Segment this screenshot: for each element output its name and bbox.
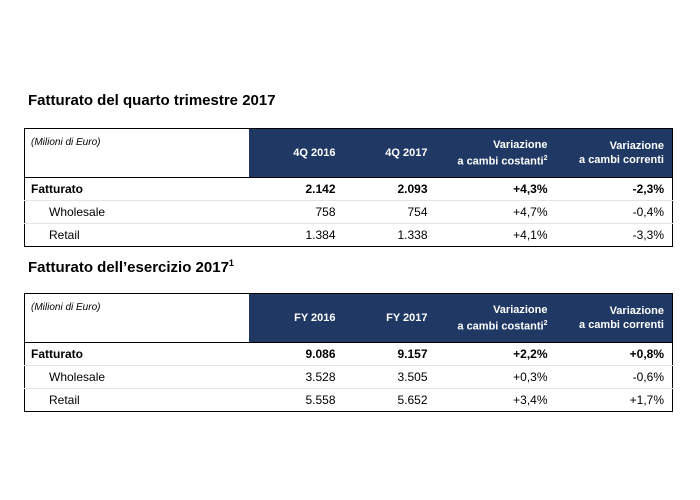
cell-value: 5.652 — [343, 388, 436, 412]
table-row: Wholesale 758 754 +4,7% -0,4% — [24, 200, 673, 224]
header-line: Variazione — [493, 138, 548, 151]
section-title: Fatturato dell’esercizio 20171 — [28, 258, 234, 276]
footnote-ref: 2 — [543, 154, 548, 162]
cell-value: +1,7% — [555, 388, 673, 412]
data-table: (Milioni di Euro) 4Q 2016 4Q 2017 Variazion… — [24, 128, 673, 247]
cell-value: 9.157 — [343, 342, 436, 366]
footnote-ref: 2 — [543, 319, 548, 327]
table-row: Fatturato 9.086 9.157 +2,2% +0,8% — [24, 342, 673, 366]
unit-label: (Milioni di Euro) — [24, 128, 249, 178]
row-label: Retail — [24, 223, 249, 247]
header-line: a cambi costanti — [457, 155, 544, 168]
section-title: Fatturato del quarto trimestre 2017 — [28, 92, 276, 109]
header-line: 4Q 2017 — [385, 147, 428, 159]
column-header: 4Q 2017 — [343, 128, 436, 178]
cell-value: 9.086 — [248, 342, 344, 366]
cell-value: -0,6% — [555, 365, 673, 389]
column-header: Variazione a cambi correnti — [555, 293, 673, 343]
header-line: Variazione — [609, 140, 664, 152]
cell-value: 2.142 — [248, 177, 344, 201]
header-line: FY 2017 — [386, 312, 428, 324]
cell-value: 758 — [248, 200, 344, 224]
column-header: FY 2016 — [248, 293, 344, 343]
cell-value: 3.528 — [248, 365, 344, 389]
cell-value: 1.338 — [343, 223, 436, 247]
cell-value: 3.505 — [343, 365, 436, 389]
table-row: Retail 1.384 1.338 +4,1% -3,3% — [24, 223, 673, 247]
header-row: (Milioni di Euro) 4Q 2016 4Q 2017 Variazion… — [24, 128, 673, 178]
cell-value: +4,1% — [435, 223, 556, 247]
column-header: Variazione a cambi costanti2 — [435, 128, 556, 178]
header-line: 4Q 2016 — [293, 147, 336, 159]
cell-value: 5.558 — [248, 388, 344, 412]
cell-value: 754 — [343, 200, 436, 224]
header-line: a cambi costanti — [457, 320, 544, 333]
column-header: FY 2017 — [343, 293, 436, 343]
cell-value: +4,3% — [435, 177, 556, 201]
cell-value: -0,4% — [555, 200, 673, 224]
column-header: Variazione a cambi costanti2 — [435, 293, 556, 343]
cell-value: -3,3% — [555, 223, 673, 247]
cell-value: +0,3% — [435, 365, 556, 389]
footnote-ref: 1 — [228, 258, 234, 268]
title-text: Fatturato dell’esercizio 2017 — [28, 259, 229, 276]
header-line: Variazione — [609, 305, 664, 317]
cell-value: +0,8% — [555, 342, 673, 366]
column-header: Variazione a cambi correnti — [555, 128, 673, 178]
cell-value: 1.384 — [248, 223, 344, 247]
cell-value: +2,2% — [435, 342, 556, 366]
table-row: Fatturato 2.142 2.093 +4,3% -2,3% — [24, 177, 673, 201]
row-label: Fatturato — [24, 342, 249, 366]
table-row: Retail 5.558 5.652 +3,4% +1,7% — [24, 388, 673, 412]
cell-value: +3,4% — [435, 388, 556, 412]
row-label: Wholesale — [24, 200, 249, 224]
row-label: Fatturato — [24, 177, 249, 201]
cell-value: +4,7% — [435, 200, 556, 224]
header-line: Variazione — [493, 303, 548, 316]
header-row: (Milioni di Euro) FY 2016 FY 2017 Variazion… — [24, 293, 673, 343]
data-table: (Milioni di Euro) FY 2016 FY 2017 Variazion… — [24, 293, 673, 412]
cell-value: 2.093 — [343, 177, 436, 201]
header-line: a cambi correnti — [579, 319, 664, 331]
column-header: 4Q 2016 — [248, 128, 344, 178]
table-row: Wholesale 3.528 3.505 +0,3% -0,6% — [24, 365, 673, 389]
unit-label: (Milioni di Euro) — [24, 293, 249, 343]
row-label: Wholesale — [24, 365, 249, 389]
header-line: a cambi correnti — [579, 154, 664, 166]
row-label: Retail — [24, 388, 249, 412]
cell-value: -2,3% — [555, 177, 673, 201]
header-line: FY 2016 — [294, 312, 336, 324]
title-text: Fatturato del quarto trimestre 2017 — [28, 92, 276, 109]
